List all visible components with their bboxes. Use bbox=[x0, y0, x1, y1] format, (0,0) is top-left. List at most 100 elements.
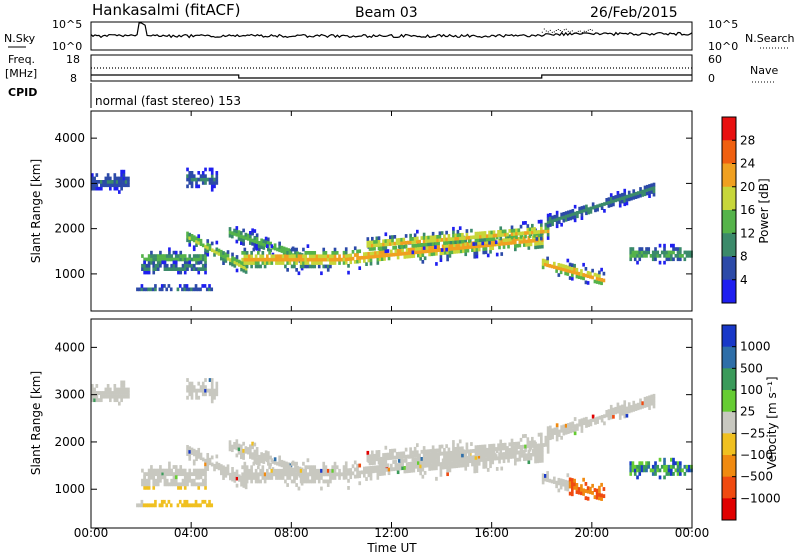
power-cell bbox=[127, 183, 130, 188]
power-cell bbox=[658, 260, 662, 265]
vel-cell bbox=[246, 450, 250, 455]
vel-cell bbox=[541, 476, 545, 481]
x-axis-label: Time UT bbox=[366, 541, 417, 554]
power-cell bbox=[333, 257, 337, 262]
power-cell bbox=[138, 287, 141, 292]
vel-cell bbox=[489, 457, 492, 461]
power-cell bbox=[197, 254, 201, 258]
vel-cell bbox=[501, 446, 505, 451]
power-cell bbox=[235, 232, 239, 237]
power-cell bbox=[555, 221, 559, 225]
vel-cell bbox=[308, 465, 312, 470]
vel-cell bbox=[465, 446, 469, 450]
power-cell bbox=[414, 250, 418, 255]
power-cell bbox=[124, 176, 128, 181]
power-cell bbox=[453, 250, 456, 254]
vel-cell bbox=[333, 472, 337, 477]
vel-cell bbox=[629, 464, 633, 469]
vel-cell bbox=[154, 472, 158, 477]
power-cell bbox=[168, 257, 171, 262]
power-cell bbox=[104, 176, 108, 181]
power-cell bbox=[376, 257, 380, 262]
x-tick-label: 12:00 bbox=[374, 526, 409, 540]
power-cell bbox=[231, 262, 234, 267]
vel-cell bbox=[623, 410, 627, 415]
vel-cell bbox=[658, 475, 662, 480]
power-cell bbox=[344, 257, 348, 262]
power-cell bbox=[233, 260, 237, 265]
vel-cell bbox=[454, 454, 458, 458]
power-cell bbox=[188, 257, 192, 262]
power-cell bbox=[474, 242, 478, 246]
power-cell bbox=[302, 264, 305, 269]
vel-cell bbox=[172, 465, 176, 469]
power-cell bbox=[241, 261, 244, 265]
colorbar-segment bbox=[722, 498, 736, 521]
power-cell bbox=[643, 192, 647, 197]
vel-cell bbox=[197, 451, 201, 456]
vel-cell bbox=[154, 499, 157, 504]
power-cell bbox=[183, 284, 187, 288]
power-cell bbox=[405, 251, 409, 256]
power-cell bbox=[264, 236, 268, 241]
power-cell bbox=[473, 251, 477, 256]
power-cell bbox=[462, 245, 465, 250]
vel-cell bbox=[670, 472, 673, 476]
power-cell bbox=[384, 249, 388, 254]
vel-cell bbox=[564, 486, 567, 491]
power-cell bbox=[396, 248, 400, 253]
power-cell bbox=[586, 281, 590, 285]
vel-cell bbox=[510, 445, 514, 450]
vel-cell bbox=[190, 451, 194, 455]
power-cell bbox=[306, 251, 310, 255]
vel-cell bbox=[365, 466, 368, 471]
vel-cell bbox=[243, 465, 247, 470]
vel-cell bbox=[586, 496, 590, 501]
power-cell bbox=[254, 244, 258, 248]
power-cell bbox=[95, 173, 99, 177]
vel-cell bbox=[170, 472, 174, 477]
power-cell bbox=[100, 186, 103, 191]
vel-cell bbox=[580, 484, 583, 489]
vel-cell bbox=[549, 429, 552, 433]
vel-cell bbox=[165, 482, 169, 487]
vel-cell bbox=[629, 461, 633, 466]
power-cell bbox=[676, 247, 680, 251]
colorbar-tick-label: 500 bbox=[740, 361, 763, 375]
power-cell bbox=[243, 261, 247, 265]
power-cell bbox=[643, 189, 647, 193]
power-cell bbox=[168, 247, 171, 252]
vel-cell bbox=[183, 472, 187, 477]
power-cell bbox=[231, 234, 234, 239]
power-cell bbox=[418, 239, 421, 244]
vel-cell bbox=[311, 465, 314, 470]
vel-cell bbox=[250, 476, 253, 480]
power-cell bbox=[652, 192, 656, 197]
vel-cell bbox=[454, 447, 458, 451]
power-cell bbox=[562, 218, 566, 223]
power-cell bbox=[524, 231, 527, 235]
power-cell bbox=[174, 263, 178, 268]
power-cell bbox=[595, 273, 599, 278]
power-cell bbox=[585, 208, 588, 212]
power-cell bbox=[411, 237, 415, 241]
vel-cell bbox=[665, 464, 669, 469]
power-cell bbox=[179, 257, 183, 262]
vel-cell bbox=[551, 431, 554, 436]
vel-cell bbox=[456, 450, 460, 455]
vel-cell bbox=[638, 472, 642, 476]
power-cell bbox=[446, 244, 449, 248]
vel-cell bbox=[435, 455, 438, 460]
power-cell bbox=[195, 254, 198, 258]
vel-cell bbox=[147, 472, 151, 477]
vel-cell bbox=[159, 465, 162, 469]
power-cell bbox=[401, 248, 404, 253]
noise-panel bbox=[90, 21, 693, 51]
power-cell bbox=[242, 235, 245, 239]
colorbar-tick-label: 25 bbox=[740, 405, 755, 419]
vel-cell bbox=[571, 478, 574, 482]
vel-cell bbox=[270, 468, 274, 473]
power-cell bbox=[605, 201, 609, 206]
vel-cell bbox=[185, 499, 189, 504]
power-cell bbox=[261, 251, 265, 255]
